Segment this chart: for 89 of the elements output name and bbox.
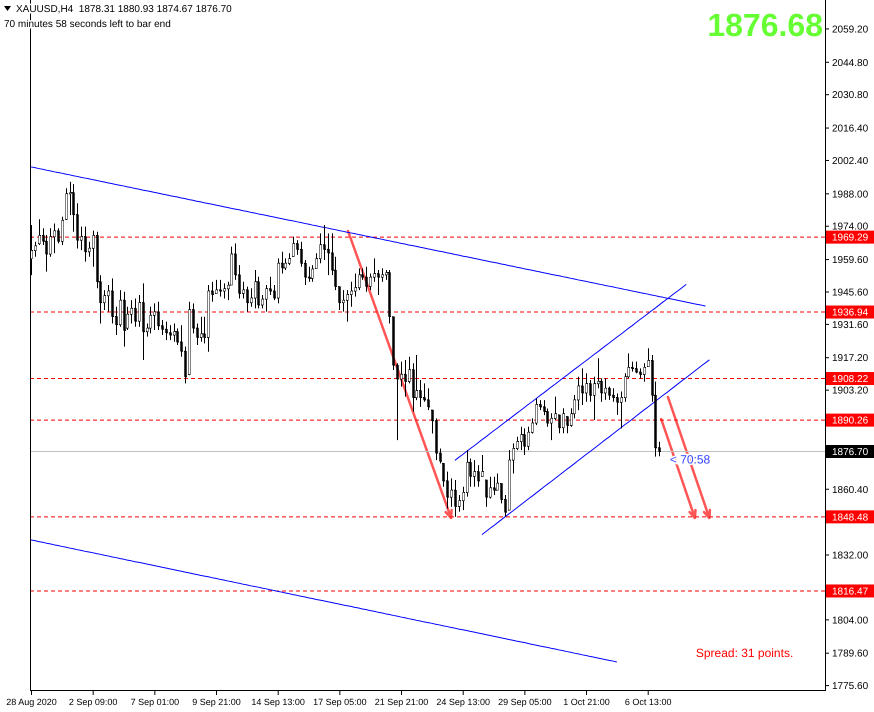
- candlestick: [207, 284, 210, 352]
- y-tick-label: 1931.60: [832, 320, 869, 331]
- y-tick-label: 2030.80: [832, 90, 869, 102]
- candlestick: [558, 414, 561, 434]
- candlestick: [473, 460, 476, 488]
- candlestick: [454, 479, 457, 518]
- y-tick-label: 2044.80: [832, 58, 869, 69]
- ref-line-label: 1890.26: [832, 416, 869, 427]
- y-tick-label: 1945.60: [832, 287, 869, 298]
- candlestick: [489, 476, 492, 500]
- ref-line-label: 1936.94: [832, 308, 869, 319]
- candlestick: [188, 301, 191, 376]
- candlestick: [354, 272, 357, 298]
- candlestick: [577, 376, 580, 411]
- candlestick: [119, 290, 122, 328]
- ref-line-label: 1816.47: [832, 586, 869, 598]
- x-tick-label: 17 Sep 05:00: [313, 697, 367, 707]
- candlestick: [38, 218, 41, 246]
- x-tick-label: 2 Sep 09:00: [68, 697, 118, 707]
- y-tick-label: 1775.60: [832, 681, 869, 692]
- candlestick: [34, 241, 37, 258]
- x-tick-label: 6 Oct 13:00: [624, 697, 672, 707]
- candlestick: [215, 279, 218, 294]
- y-tick-label: 2059.20: [832, 24, 869, 36]
- candlestick: [254, 269, 257, 309]
- candlestick: [84, 226, 87, 262]
- x-tick-label: 14 Sep 13:00: [251, 697, 305, 707]
- ref-line-label: 1876.70: [832, 447, 869, 458]
- candlestick: [142, 282, 145, 361]
- candlestick: [53, 222, 56, 254]
- x-tick-label: 9 Sep 21:00: [192, 697, 241, 707]
- y-tick-label: 1860.40: [832, 484, 869, 496]
- candlestick: [643, 362, 646, 382]
- candlestick: [346, 290, 349, 322]
- y-tick-label: 1789.60: [832, 648, 869, 660]
- x-tick-label: 7 Sep 01:00: [130, 697, 180, 707]
- annotation: 1876.68: [707, 7, 823, 43]
- candlestick: [200, 316, 203, 342]
- y-tick-label: 2002.40: [832, 156, 869, 167]
- y-tick-label: 1959.60: [832, 255, 869, 266]
- candlestick: [604, 378, 607, 400]
- candlestick: [49, 228, 52, 258]
- y-tick-label: 1832.00: [832, 550, 869, 562]
- candlestick: [288, 252, 291, 266]
- candlestick: [277, 258, 280, 304]
- line-series: [30, 539, 618, 662]
- candlestick: [581, 368, 584, 406]
- candlestick: [323, 224, 326, 261]
- x-tick-label: 21 Sep 21:00: [374, 697, 428, 707]
- candlestick: [365, 266, 368, 292]
- candlestick: [520, 426, 523, 451]
- x-tick-label: 1 Oct 21:00: [563, 697, 610, 707]
- candlestick: [380, 268, 384, 282]
- candlestick: [481, 454, 484, 478]
- y-tick-label: 1903.20: [832, 386, 869, 397]
- y-tick-label: 2016.40: [832, 124, 869, 135]
- x-tick-label: 29 Sep 05:00: [498, 697, 552, 707]
- x-tick-label: 24 Sep 13:00: [436, 697, 490, 707]
- candlestick: [508, 450, 511, 511]
- ref-line-label: 1908.22: [832, 374, 869, 386]
- candlestick: [350, 281, 353, 308]
- candlestick: [292, 236, 295, 258]
- candlestick: [149, 306, 152, 334]
- candlestick: [562, 408, 565, 434]
- candlestick: [153, 302, 156, 330]
- candlestick: [222, 282, 226, 299]
- candlestick: [593, 376, 596, 421]
- candlestick: [173, 322, 176, 342]
- candlestick: [427, 388, 430, 411]
- candlestick: [123, 291, 126, 348]
- y-tick-label: 1974.00: [832, 222, 869, 233]
- candlestick: [308, 266, 312, 282]
- candlestick: [638, 368, 642, 379]
- candlestick: [168, 324, 172, 341]
- candlestick: [585, 372, 588, 402]
- line-series: [481, 359, 710, 536]
- ref-line-label: 1969.29: [832, 232, 869, 244]
- candlestick: [61, 216, 64, 246]
- y-tick-label: 1804.00: [832, 615, 869, 626]
- y-tick-label: 1917.20: [832, 353, 869, 364]
- x-tick-label: 28 Aug 2020: [6, 697, 57, 707]
- candlestick: [404, 360, 407, 398]
- candlestick: [157, 301, 160, 330]
- y-tick-label: 1988.00: [832, 189, 869, 200]
- annotation: Spread: 31 points.: [696, 646, 794, 660]
- ref-line-label: 1848.48: [832, 512, 869, 524]
- candlestick: [523, 428, 526, 456]
- candlestick: [400, 361, 403, 388]
- candlestick: [466, 450, 469, 498]
